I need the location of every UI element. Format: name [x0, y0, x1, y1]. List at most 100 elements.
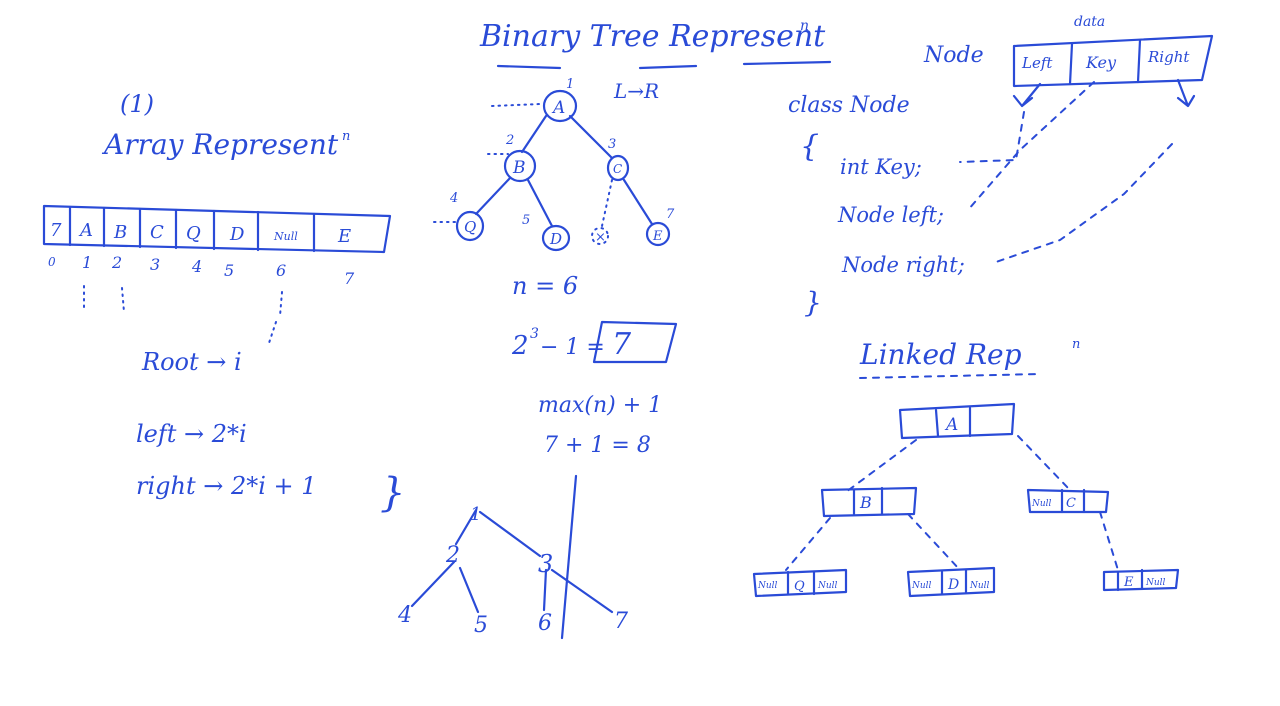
- array-index: 2: [111, 253, 122, 272]
- svg-text:Null: Null: [911, 581, 932, 591]
- linked-node: B: [820, 486, 918, 518]
- linked-edge: [907, 513, 961, 571]
- title-suffix: n: [800, 18, 809, 34]
- node-structure: Node data Left Key Right class Node { in…: [788, 14, 1214, 319]
- tree-edge: [622, 178, 654, 226]
- svg-text:3: 3: [608, 137, 616, 152]
- tree-node: Q 4: [449, 191, 485, 242]
- tree-edge: [474, 176, 512, 216]
- svg-text:C: C: [1066, 496, 1076, 511]
- right-child-formula: right → 2*i + 1: [136, 472, 317, 500]
- array-heading-suffix: n: [342, 129, 350, 144]
- svg-text:2: 2: [505, 133, 514, 148]
- field-key: Key: [1085, 53, 1117, 72]
- class-field-line: Node right;: [841, 253, 965, 277]
- tree-node: D 5: [522, 213, 571, 252]
- svg-text:B: B: [512, 158, 526, 178]
- sketch-node: 5: [474, 613, 488, 638]
- node-struct-label: Node: [923, 43, 984, 68]
- linked-heading: Linked Rep: [859, 338, 1022, 371]
- formula-exponent: 3: [530, 326, 539, 342]
- linked-rep: Linked Rep n A B: [752, 337, 1180, 598]
- formula-base: 2: [511, 331, 529, 361]
- svg-text:Null: Null: [817, 581, 838, 591]
- linked-node: A: [898, 402, 1016, 440]
- linked-node: Null D Null: [906, 566, 996, 598]
- array-cell: A: [78, 220, 93, 241]
- svg-text:E: E: [652, 229, 663, 244]
- root-formula: Root → i: [141, 348, 242, 376]
- tree-node: C 3: [606, 137, 630, 182]
- section-number: (1): [120, 90, 154, 118]
- class-field-line: Node left;: [837, 203, 944, 227]
- svg-text:Null: Null: [1145, 578, 1166, 588]
- node-count: n = 6: [512, 272, 578, 300]
- formula-brace: }: [380, 470, 405, 516]
- svg-text:7: 7: [666, 207, 675, 222]
- array-dotted-marks: [83, 285, 283, 347]
- array-indices: 0 1 2 3 4 5 6 7: [48, 253, 355, 288]
- sketch-edges: [410, 474, 614, 640]
- svg-text:4: 4: [449, 191, 458, 206]
- tree-node: B 2: [503, 133, 537, 183]
- sketch-node: 6: [538, 611, 552, 636]
- traversal-note: L→R: [613, 79, 659, 103]
- title-underline-1: [496, 64, 562, 70]
- array-cell: E: [337, 226, 351, 247]
- class-field-line: int Key;: [840, 155, 922, 179]
- sketch-tree: 1 2 3 4 5 6 7: [397, 474, 628, 640]
- array-cell: B: [113, 222, 127, 243]
- title-underline-2: [638, 64, 698, 70]
- array-cell: Q: [186, 223, 201, 244]
- tree-edge: [520, 114, 548, 154]
- array-index: 5: [224, 261, 234, 280]
- svg-text:A: A: [944, 415, 958, 435]
- svg-text:Null: Null: [1031, 499, 1052, 509]
- tree-edge-empty: [601, 179, 613, 227]
- svg-text:Q: Q: [464, 218, 476, 236]
- linked-node: Null C: [1026, 488, 1110, 514]
- array-cell: 7: [50, 220, 62, 241]
- array-index: 3: [150, 255, 160, 274]
- sketch-node: 7: [614, 609, 628, 634]
- sketch-node: 1: [470, 504, 481, 525]
- tree-node: E 7: [645, 207, 675, 247]
- svg-text:E: E: [1123, 575, 1134, 590]
- array-index: 4: [191, 257, 202, 276]
- max-line: max(n) + 1: [538, 393, 662, 418]
- array-section: (1) Array Represent n 7 A B C Q D Null E…: [42, 90, 405, 516]
- tree-edge: [526, 178, 554, 228]
- array-cell-dividers: [68, 205, 316, 253]
- field-right: Right: [1147, 48, 1190, 66]
- left-child-formula: left → 2*i: [136, 420, 247, 448]
- svg-text:×: ×: [595, 230, 606, 245]
- data-label: data: [1074, 14, 1105, 30]
- node-struct-box: [1012, 34, 1214, 88]
- linked-edge: [845, 439, 917, 493]
- linked-edge: [1017, 435, 1071, 491]
- class-close-brace: }: [804, 286, 822, 319]
- array-index: 6: [276, 261, 286, 280]
- sum-line: 7 + 1 = 8: [544, 433, 651, 458]
- class-open-brace: {: [800, 129, 819, 164]
- svg-text:Q: Q: [794, 579, 805, 594]
- page-title: Binary Tree Represent: [479, 19, 826, 54]
- svg-text:5: 5: [522, 213, 530, 228]
- array-cell: D: [229, 224, 245, 245]
- title-block: Binary Tree Represent n L→R: [479, 18, 832, 103]
- linked-node: E Null: [1102, 568, 1180, 592]
- formula-result: 7: [612, 327, 632, 362]
- svg-text:B: B: [859, 493, 872, 512]
- svg-text:A: A: [551, 98, 565, 118]
- array-cells: 7 A B C Q D Null E: [50, 220, 351, 247]
- tree-node: A 1: [542, 77, 578, 123]
- array-index: 1: [82, 253, 92, 272]
- linked-heading-underline: [859, 373, 1041, 379]
- title-underline-3: [742, 60, 832, 66]
- array-box: [42, 204, 392, 254]
- sketch-node: 2: [445, 543, 460, 568]
- field-left: Left: [1021, 54, 1053, 72]
- array-index: 7: [344, 269, 355, 288]
- formula-result-box: [592, 320, 678, 364]
- field-mapping-line: [995, 143, 1173, 263]
